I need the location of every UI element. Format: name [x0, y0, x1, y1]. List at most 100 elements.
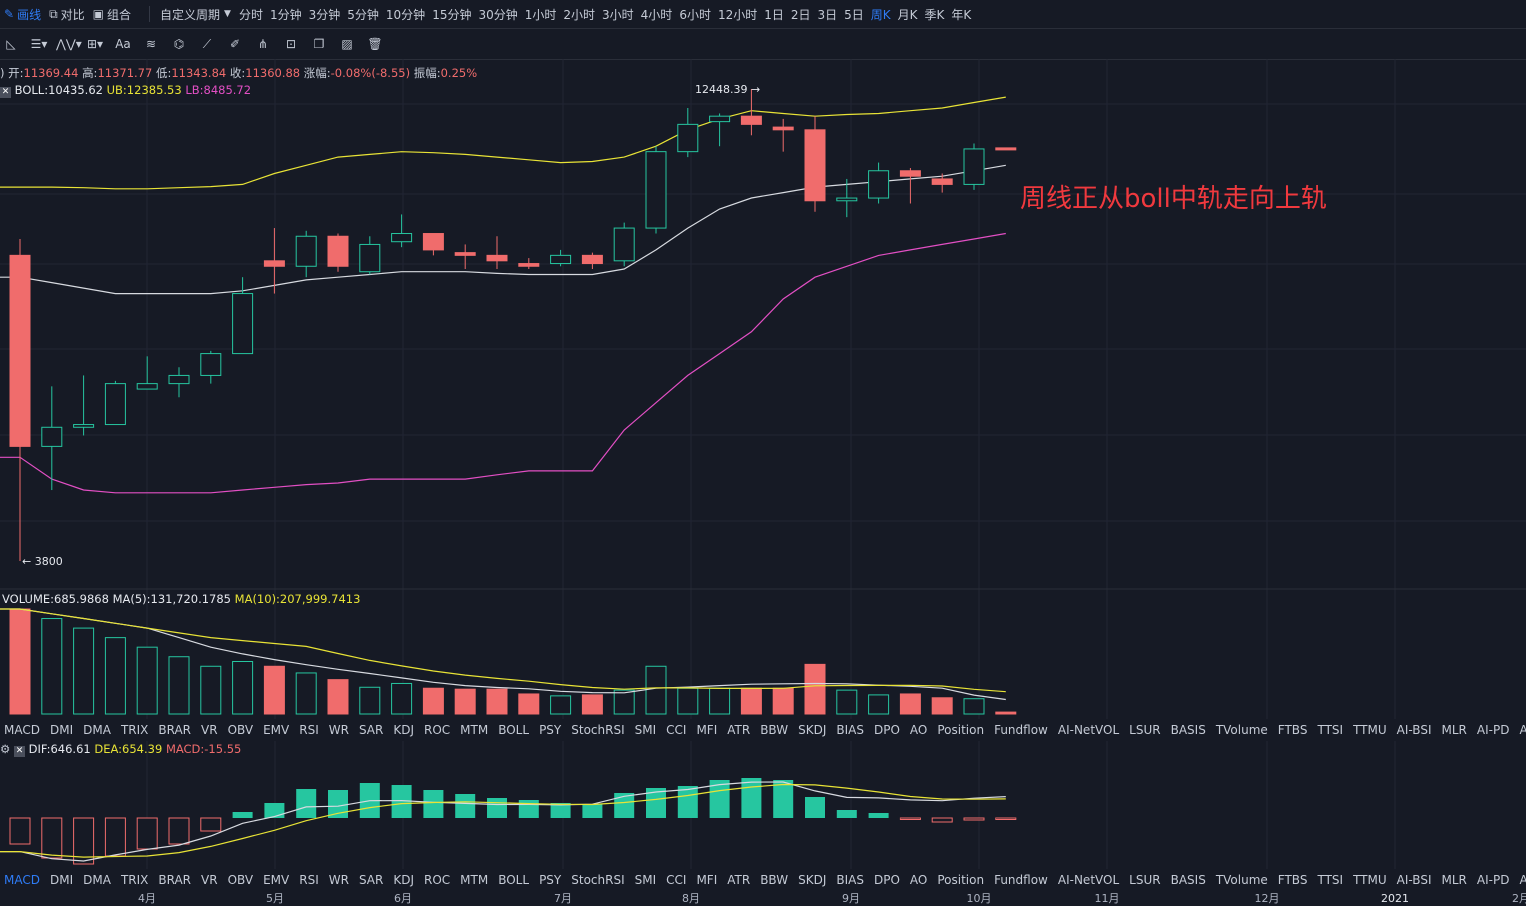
indicator-tab-stochrsi[interactable]: StochRSI [571, 723, 625, 737]
indicator-tab-smi[interactable]: SMI [634, 873, 657, 887]
indicator-tab-kdj[interactable]: KDJ [393, 873, 414, 887]
period-20[interactable]: 年K [951, 7, 972, 22]
indicator-tab-cci[interactable]: CCI [666, 873, 687, 887]
indicator-tab-ai-fdi[interactable]: AI-FDI [1519, 873, 1526, 887]
indicator-tab-rsi[interactable]: RSI [299, 873, 319, 887]
copy-icon[interactable]: ❐ [313, 37, 325, 51]
indicator-tab-fundflow[interactable]: Fundflow [994, 873, 1048, 887]
screenshot-icon[interactable]: ▨ [341, 37, 353, 51]
period-5[interactable]: 15分钟 [432, 7, 472, 22]
indicator-tab-boll[interactable]: BOLL [498, 873, 530, 887]
indicator-tab-sar[interactable]: SAR [358, 723, 384, 737]
period-0[interactable]: 分时 [238, 7, 263, 22]
indicator-tab-ai-fdi[interactable]: AI-FDI [1519, 723, 1526, 737]
indicator-tab-brar[interactable]: BRAR [158, 873, 192, 887]
brush-icon[interactable]: ✐ [229, 37, 241, 51]
indicator-tab-lsur[interactable]: LSUR [1129, 723, 1161, 737]
indicator-tab-position[interactable]: Position [937, 723, 985, 737]
indicator-tab-dmi[interactable]: DMI [49, 723, 74, 737]
indicator-tab-obv[interactable]: OBV [227, 723, 254, 737]
indicator-tab-roc[interactable]: ROC [424, 723, 451, 737]
indicator-tab-ai-netvol[interactable]: AI-NetVOL [1057, 873, 1120, 887]
text-tool-icon[interactable]: Aa [115, 37, 131, 51]
indicator-tab-ttmu[interactable]: TTMU [1353, 723, 1387, 737]
period-8[interactable]: 2小时 [563, 7, 596, 22]
period-7[interactable]: 1小时 [524, 7, 557, 22]
compare-button[interactable]: ⧉ 对比 [49, 6, 85, 23]
close-icon[interactable]: ✕ [13, 746, 25, 757]
indicator-tab-trix[interactable]: TRIX [120, 723, 149, 737]
indicator-tab-mtm[interactable]: MTM [460, 873, 489, 887]
indicator-tab-vr[interactable]: VR [201, 873, 218, 887]
period-17[interactable]: 周K [870, 7, 891, 22]
indicator-tab-bias[interactable]: BIAS [836, 723, 864, 737]
period-3[interactable]: 5分钟 [347, 7, 379, 22]
indicator-tab-ttsi[interactable]: TTSI [1317, 873, 1344, 887]
period-18[interactable]: 月K [897, 7, 918, 22]
indicator-tab-atr[interactable]: ATR [727, 873, 751, 887]
indicator-tab-wr[interactable]: WR [328, 873, 349, 887]
indicator-tab-bbw[interactable]: BBW [760, 873, 789, 887]
period-11[interactable]: 6小时 [679, 7, 711, 22]
indicator-tab-psy[interactable]: PSY [539, 723, 562, 737]
measure-icon[interactable]: ⋔ [257, 37, 269, 51]
custom-period-dropdown[interactable]: 自定义周期 ▼ [160, 6, 231, 23]
period-16[interactable]: 5日 [844, 7, 864, 22]
chart-area[interactable]: 4月 5月 6月 7月 8月 9月 10月 11月 12月 2021 2月 [0, 59, 1526, 906]
indicator-tab-mlr[interactable]: MLR [1441, 723, 1467, 737]
indicator-tab-ai-netvol[interactable]: AI-NetVOL [1057, 723, 1120, 737]
wave-icon[interactable]: ⋀⋁▾ [56, 37, 82, 51]
indicator-tab-boll[interactable]: BOLL [498, 723, 530, 737]
indicator-tab-roc[interactable]: ROC [424, 873, 451, 887]
period-9[interactable]: 3小时 [602, 7, 634, 22]
indicator-tab-tvolume[interactable]: TVolume [1215, 723, 1268, 737]
indicator-tab-basis[interactable]: BASIS [1170, 873, 1206, 887]
indicator-tab-trix[interactable]: TRIX [120, 873, 149, 887]
indicator-tab-kdj[interactable]: KDJ [393, 723, 414, 737]
indicator-tab-brar[interactable]: BRAR [158, 723, 192, 737]
period-1[interactable]: 1分钟 [269, 7, 302, 22]
period-13[interactable]: 1日 [764, 7, 784, 22]
indicator-tab-mfi[interactable]: MFI [696, 723, 718, 737]
indicator-tab-dpo[interactable]: DPO [873, 873, 900, 887]
indicator-tab-ftbs[interactable]: FTBS [1277, 873, 1308, 887]
indicator-tab-dma[interactable]: DMA [83, 873, 111, 887]
indicator-tab-ai-pd[interactable]: AI-PD [1476, 873, 1510, 887]
indicator-tab-ttmu[interactable]: TTMU [1353, 873, 1387, 887]
horizontal-line-icon[interactable]: ☰▾ [30, 37, 48, 51]
indicator-tab-mfi[interactable]: MFI [696, 873, 718, 887]
indicator-tab-psy[interactable]: PSY [539, 873, 562, 887]
indicator-tab-stochrsi[interactable]: StochRSI [571, 873, 625, 887]
combine-button[interactable]: ▣ 组合 [93, 6, 131, 23]
indicator-tab-lsur[interactable]: LSUR [1129, 873, 1161, 887]
indicator-tab-ai-bsi[interactable]: AI-BSI [1396, 723, 1432, 737]
indicator-tab-ftbs[interactable]: FTBS [1277, 723, 1308, 737]
period-19[interactable]: 季K [924, 7, 945, 22]
indicator-tab-dpo[interactable]: DPO [873, 723, 900, 737]
draw-button[interactable]: ✎ 画线 [4, 6, 41, 23]
indicator-tab-macd[interactable]: MACD [4, 873, 40, 887]
period-14[interactable]: 2日 [790, 7, 811, 22]
indicator-tab-atr[interactable]: ATR [727, 723, 751, 737]
indicator-tab-dmi[interactable]: DMI [49, 873, 74, 887]
indicator-tab-cci[interactable]: CCI [666, 723, 687, 737]
settings-icon[interactable]: ⚙ [0, 742, 11, 756]
indicator-tab-emv[interactable]: EMV [263, 723, 290, 737]
trend-line-icon[interactable]: ◺ [6, 37, 16, 51]
indicator-tab-rsi[interactable]: RSI [299, 723, 319, 737]
period-12[interactable]: 12小时 [717, 7, 758, 22]
ruler-icon[interactable]: ⟋ [202, 37, 212, 51]
indicator-tab-sar[interactable]: SAR [358, 873, 384, 887]
crosshair-grid-icon[interactable]: ⊞▾ [86, 37, 104, 51]
trash-icon[interactable]: 🗑 [367, 37, 383, 51]
indicator-tab-mtm[interactable]: MTM [460, 723, 489, 737]
period-6[interactable]: 30分钟 [478, 7, 518, 22]
indicator-tab-position[interactable]: Position [937, 873, 985, 887]
pattern-icon[interactable]: ⌬ [173, 37, 185, 51]
indicator-tab-basis[interactable]: BASIS [1170, 723, 1206, 737]
indicator-tab-obv[interactable]: OBV [227, 873, 254, 887]
lock-icon[interactable]: ⊡ [285, 37, 297, 51]
indicator-tab-dma[interactable]: DMA [83, 723, 111, 737]
indicator-tab-ttsi[interactable]: TTSI [1317, 723, 1344, 737]
period-4[interactable]: 10分钟 [385, 7, 426, 22]
